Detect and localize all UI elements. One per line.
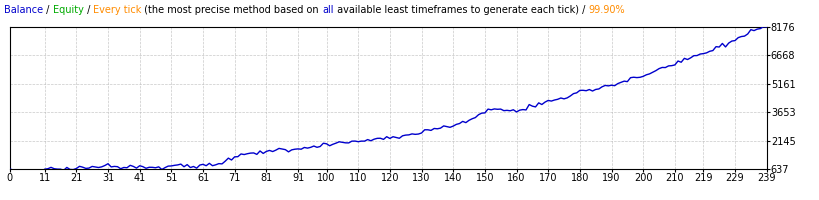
Text: Every tick: Every tick [93,5,142,15]
Text: available least timeframes to generate each tick): available least timeframes to generate e… [333,5,578,15]
Text: /: / [578,5,587,15]
Text: /: / [43,5,52,15]
Text: all: all [322,5,333,15]
Text: Balance: Balance [4,5,43,15]
Text: 99.90%: 99.90% [587,5,624,15]
Text: (the most precise method based on: (the most precise method based on [142,5,322,15]
Text: Equity: Equity [52,5,84,15]
Text: /: / [84,5,93,15]
